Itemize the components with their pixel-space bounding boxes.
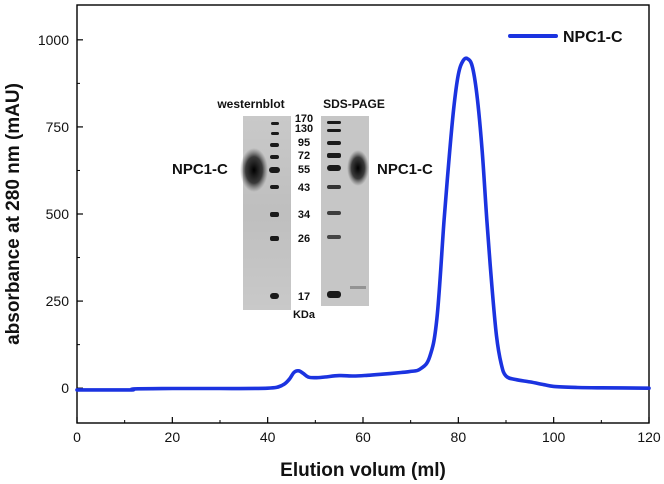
x-tick-label: 100 xyxy=(542,429,566,445)
westernblot-ladder xyxy=(269,122,280,299)
y-tick-label: 0 xyxy=(61,380,69,396)
legend-entry-npc1-c: NPC1-C xyxy=(563,29,623,46)
marker-72: 72 xyxy=(298,150,310,162)
x-tick-label: 40 xyxy=(260,429,276,445)
marker-34: 34 xyxy=(298,209,311,221)
marker-17: 17 xyxy=(298,291,310,303)
y-tick-label: 1000 xyxy=(38,32,69,48)
marker-170: 170 xyxy=(295,113,313,125)
y-tick-label: 250 xyxy=(46,293,70,309)
x-tick-label: 0 xyxy=(73,429,81,445)
marker-43: 43 xyxy=(298,182,310,194)
y-axis-ticks: 0 250 500 750 1000 xyxy=(38,32,83,396)
left-band-label: NPC1-C xyxy=(172,161,228,178)
marker-95: 95 xyxy=(298,137,310,149)
marker-unit: KDa xyxy=(293,309,316,321)
x-tick-label: 20 xyxy=(165,429,181,445)
legend: NPC1-C xyxy=(508,29,623,46)
series-line-npc1-c xyxy=(75,56,651,392)
x-tick-label: 120 xyxy=(637,429,661,445)
sds-page-band xyxy=(347,150,369,186)
right-band-label: NPC1-C xyxy=(377,161,433,178)
westernblot-band xyxy=(240,148,268,192)
marker-26: 26 xyxy=(298,233,310,245)
marker-130: 130 xyxy=(295,123,313,135)
x-tick-label: 60 xyxy=(355,429,371,445)
y-tick-label: 750 xyxy=(46,119,70,135)
sds-page-ladder xyxy=(327,121,341,298)
y-tick-label: 500 xyxy=(46,206,70,222)
sds-page-label: SDS-PAGE xyxy=(323,97,385,111)
x-tick-label: 80 xyxy=(451,429,467,445)
gel-inset: westernblot SDS-PAGE NPC1-C NPC1-C 170 1… xyxy=(172,97,433,321)
marker-55: 55 xyxy=(298,164,310,176)
westernblot-label: westernblot xyxy=(216,97,284,111)
x-axis-title: Elution volum (ml) xyxy=(280,460,446,481)
x-axis-ticks: 0 20 40 60 80 100 120 xyxy=(73,417,661,445)
y-axis-title: absorbance at 280 nm (mAU) xyxy=(3,83,24,345)
